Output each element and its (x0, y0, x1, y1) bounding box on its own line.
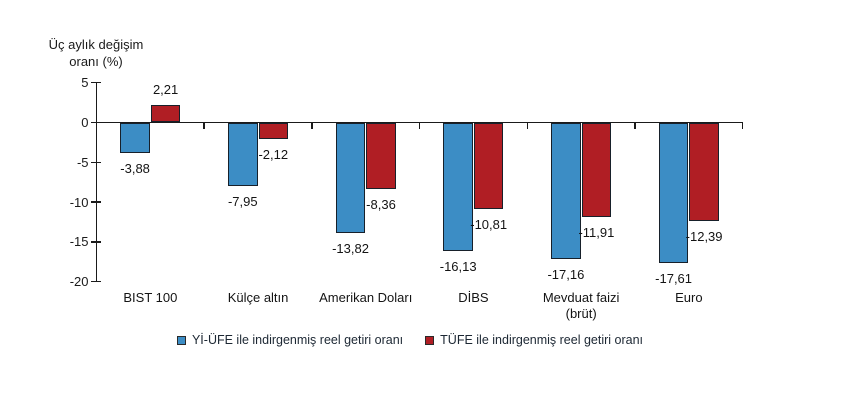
value-label: -17,61 (655, 270, 693, 286)
bar-tufe (258, 122, 289, 140)
x-tick-mark (311, 122, 313, 129)
bar-yiufe (443, 122, 473, 251)
category-label: Mevduat faizi (brüt) (542, 290, 620, 321)
category-label: DİBS (458, 290, 489, 305)
legend-label-tufe: TÜFE ile indirgenmiş reel getiri oranı (440, 333, 644, 347)
bar-tufe (581, 122, 612, 218)
bar-yiufe (551, 122, 581, 260)
y-tick-label: -15 (69, 234, 89, 250)
x-tick-mark (741, 122, 744, 129)
legend: Yİ-ÜFE ile indirgenmiş reel getiri oranı… (0, 333, 820, 347)
category-label: Amerikan Doları (319, 290, 413, 305)
x-tick-mark (203, 122, 205, 129)
value-label: -11,91 (578, 225, 615, 241)
value-label: -2,12 (258, 147, 289, 163)
value-label: -10,81 (470, 216, 508, 232)
value-label: -13,82 (332, 240, 369, 256)
bar-yiufe (658, 122, 689, 263)
bar-tufe (150, 104, 181, 123)
value-label: -16,13 (439, 258, 477, 274)
bar-yiufe (228, 122, 258, 186)
legend-swatch-red-icon (425, 335, 435, 345)
value-label: -3,88 (120, 161, 150, 177)
category-label: BIST 100 (123, 290, 178, 305)
value-label: -8,36 (366, 197, 396, 213)
y-tick-mark (91, 280, 101, 283)
y-tick-label: -10 (69, 194, 89, 210)
y-tick-mark (91, 241, 101, 243)
value-label: -7,95 (227, 193, 258, 209)
y-tick-mark (91, 81, 101, 84)
y-tick-mark (91, 161, 101, 164)
bar-tufe (366, 122, 396, 190)
legend-label-yiufe: Yİ-ÜFE ile indirgenmiş reel getiri oranı (191, 333, 404, 347)
legend-swatch-blue-icon (176, 335, 186, 345)
bar-tufe (689, 122, 719, 222)
legend-item-tufe: TÜFE ile indirgenmiş reel getiri oranı (425, 333, 643, 347)
category-label: Külçe altın (227, 290, 289, 305)
category-label: Euro (675, 290, 703, 305)
legend-item-yiufe: Yİ-ÜFE ile indirgenmiş reel getiri oranı (176, 333, 404, 347)
x-tick-mark (418, 122, 421, 129)
bar-yiufe (120, 122, 150, 154)
value-label: 2,21 (152, 81, 179, 97)
y-tick-label: 5 (81, 75, 89, 91)
x-tick-mark (526, 122, 529, 129)
y-tick-label: 0 (81, 115, 89, 130)
y-tick-label: -5 (76, 154, 89, 170)
value-label: -12,39 (685, 229, 723, 245)
x-tick-mark (634, 122, 636, 129)
y-axis-title: Üç aylık değişim oranı (%) (48, 37, 144, 69)
y-tick-mark (91, 121, 101, 124)
bar-tufe (473, 122, 504, 209)
y-axis-line (95, 82, 98, 282)
value-label: -17,16 (547, 267, 585, 283)
y-tick-label: -20 (69, 274, 89, 290)
bar-yiufe (335, 122, 366, 233)
y-tick-mark (91, 201, 101, 203)
